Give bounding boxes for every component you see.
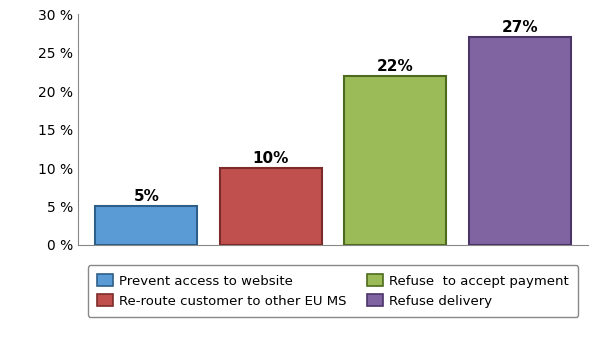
Bar <box>95 206 197 245</box>
Text: 27%: 27% <box>501 20 538 35</box>
Text: 5%: 5% <box>133 189 160 204</box>
Bar <box>344 76 446 245</box>
Bar <box>469 37 571 245</box>
Legend: Prevent access to website, Re-route customer to other EU MS, Refuse  to accept p: Prevent access to website, Re-route cust… <box>88 265 578 317</box>
Text: 22%: 22% <box>377 59 413 73</box>
Text: 10%: 10% <box>253 151 289 166</box>
Bar <box>220 168 322 245</box>
